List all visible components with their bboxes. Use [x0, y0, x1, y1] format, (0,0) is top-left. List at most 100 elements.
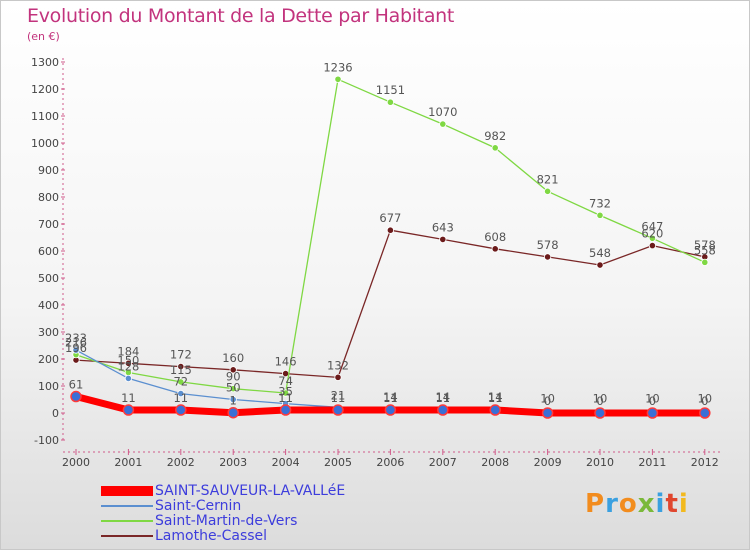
- legend-label: Lamothe-Cassel: [155, 528, 268, 544]
- logo-letter: o: [618, 489, 638, 519]
- series-point-0: [70, 390, 82, 403]
- series-point-0: [699, 407, 711, 419]
- data-label-2: 982: [484, 129, 506, 143]
- data-label-0: 11: [173, 391, 188, 405]
- data-label-0: 11: [278, 391, 293, 405]
- series-point-3: [543, 253, 552, 261]
- x-tick-label: 2004: [272, 456, 300, 469]
- series-point-0: [332, 404, 344, 416]
- y-tick-label: 1000: [31, 137, 59, 150]
- data-label-3: 184: [117, 344, 139, 358]
- y-tick-label: 100: [38, 380, 59, 393]
- data-label-2: 1151: [376, 83, 405, 97]
- series-point-2: [334, 75, 342, 83]
- x-tick-label: 2009: [534, 456, 562, 469]
- x-tick-label: 2011: [638, 456, 666, 469]
- data-label-0: 11: [435, 391, 450, 405]
- logo-letter: P: [585, 489, 606, 519]
- chart-title: Evolution du Montant de la Dette par Hab…: [27, 5, 455, 27]
- y-tick-label: 1200: [31, 83, 59, 96]
- x-tick-label: 2008: [481, 456, 509, 469]
- data-label-3: 160: [222, 351, 244, 365]
- series-point-1: [177, 389, 185, 398]
- data-label-2: 74: [278, 374, 293, 388]
- series-point-1: [72, 346, 80, 354]
- logo-letter: x: [637, 489, 656, 519]
- logo-letter: r: [605, 489, 619, 519]
- data-label-2: 150: [117, 354, 139, 368]
- data-label-1: 14: [383, 390, 398, 404]
- series-point-0: [646, 407, 659, 419]
- y-tick-label: 900: [38, 164, 59, 177]
- series-line-2: [75, 78, 706, 394]
- series-point-2: [596, 211, 604, 219]
- data-label-0: 11: [331, 391, 346, 405]
- data-label-1: 128: [117, 359, 139, 373]
- data-label-2: 115: [170, 363, 192, 377]
- data-label-0: 1: [230, 394, 237, 408]
- series-point-1: [124, 374, 133, 383]
- data-label-2: 1070: [428, 105, 457, 119]
- data-label-3: 578: [694, 238, 716, 252]
- series-point-3: [648, 242, 657, 250]
- series-point-2: [648, 234, 657, 242]
- data-label-0: 0: [649, 394, 656, 408]
- legend-label: Saint-Cernin: [155, 498, 242, 514]
- data-label-1: 50: [226, 381, 241, 395]
- chart-subtitle: (en €): [27, 30, 60, 43]
- data-label-2: 821: [537, 172, 559, 186]
- series-point-0: [227, 406, 239, 419]
- y-tick-label: 600: [38, 245, 59, 258]
- data-label-1: 10: [593, 391, 608, 405]
- y-tick-label: 200: [38, 353, 59, 366]
- data-label-0: 0: [544, 394, 551, 408]
- data-label-3: 677: [379, 211, 401, 225]
- proxiti-logo: Proxiti: [585, 489, 689, 519]
- series-point-0: [594, 407, 606, 419]
- data-label-3: 196: [65, 341, 87, 355]
- series-point-0: [541, 407, 554, 419]
- data-label-1: 72: [173, 375, 188, 389]
- legend-swatch-saint-cernin: [101, 505, 153, 507]
- legend-swatch-saint-sauveur: [101, 486, 153, 496]
- data-label-3: 620: [641, 227, 663, 241]
- data-label-2: 216: [65, 336, 87, 350]
- series-point-0: [489, 404, 501, 416]
- x-tick-label: 2010: [586, 456, 614, 469]
- data-label-3: 146: [275, 355, 297, 369]
- y-tick-label: 0: [52, 407, 59, 420]
- series-point-1: [229, 395, 237, 404]
- y-tick-label: 1300: [31, 56, 59, 69]
- series-point-2: [177, 378, 185, 386]
- x-tick-label: 2000: [62, 456, 90, 469]
- data-label-3: 172: [170, 348, 192, 362]
- series-point-2: [701, 258, 709, 266]
- series-point-3: [491, 245, 499, 253]
- series-point-3: [596, 261, 604, 269]
- series-point-0: [384, 404, 397, 416]
- data-label-2: 647: [641, 219, 663, 233]
- data-label-3: 132: [327, 358, 349, 372]
- data-label-2: 558: [694, 243, 716, 257]
- y-tick-label: 700: [38, 218, 59, 231]
- x-tick-label: 2006: [376, 456, 404, 469]
- series-point-0: [122, 404, 135, 416]
- data-label-3: 643: [432, 220, 454, 234]
- y-tick-label: 800: [38, 191, 59, 204]
- data-label-0: 11: [383, 391, 398, 405]
- data-label-3: 578: [537, 238, 559, 252]
- legend-label: Saint-Martin-de-Vers: [155, 513, 298, 529]
- data-label-0: 0: [701, 394, 708, 408]
- data-label-2: 1236: [323, 60, 352, 74]
- series-point-3: [334, 373, 342, 381]
- series-point-2: [543, 187, 552, 195]
- x-tick-label: 2005: [324, 456, 352, 469]
- y-tick-label: 300: [38, 326, 59, 339]
- y-tick-label: 400: [38, 299, 59, 312]
- series-point-3: [386, 226, 394, 234]
- logo-letter: i: [678, 489, 689, 519]
- data-label-2: 732: [589, 196, 611, 210]
- data-label-1: 10: [645, 391, 660, 405]
- series-point-3: [229, 366, 237, 374]
